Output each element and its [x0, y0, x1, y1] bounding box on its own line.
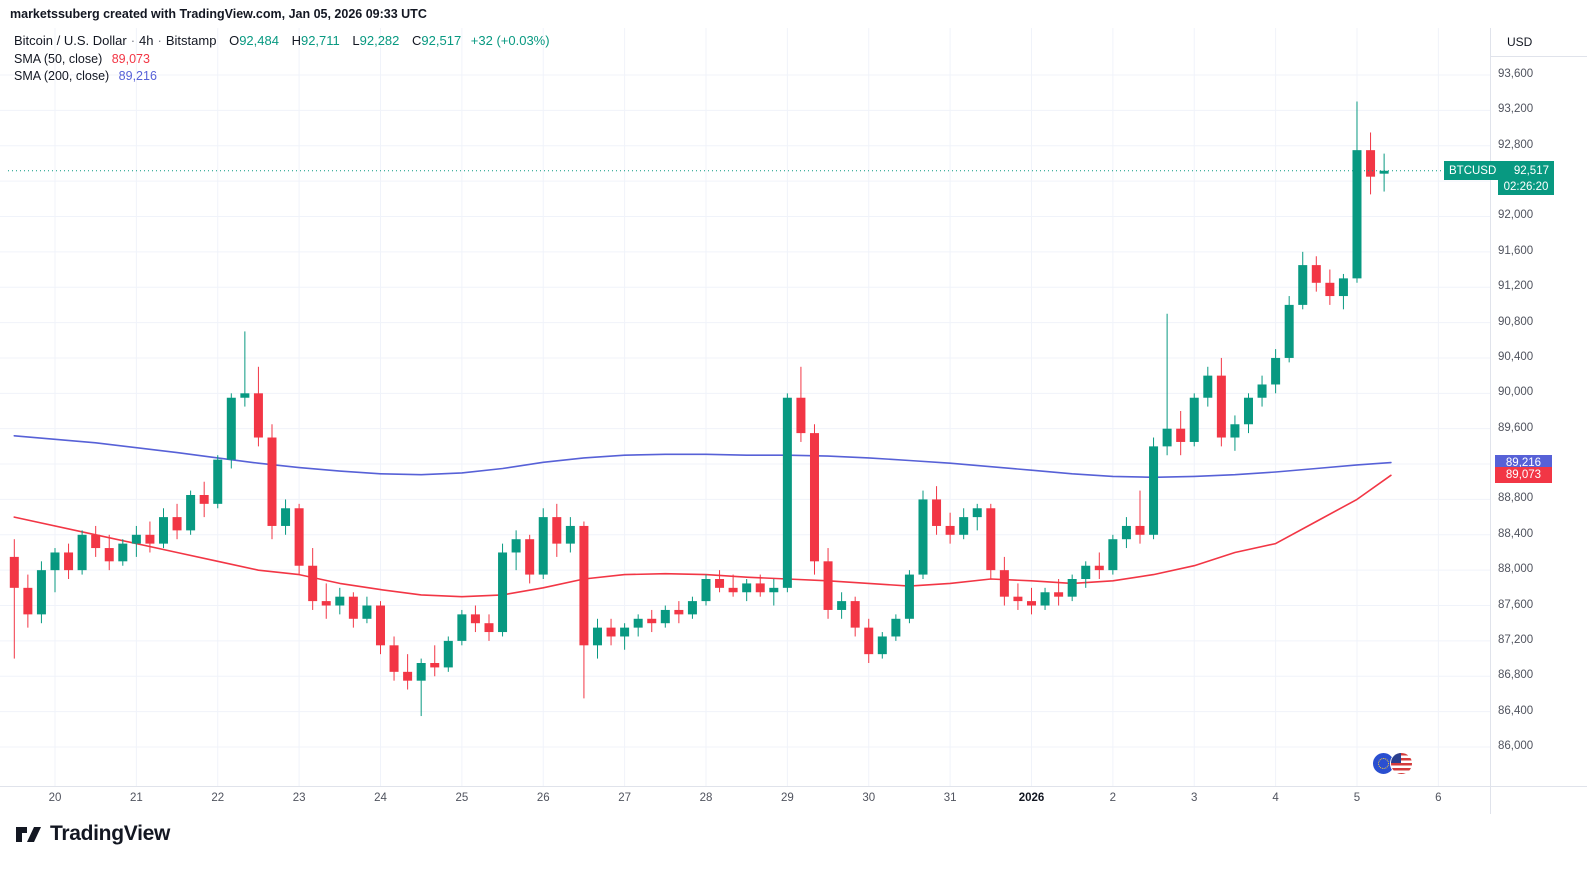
- price-axis-label: 90,000: [1498, 386, 1534, 399]
- sma200-price-badge: 89,216: [1495, 454, 1552, 471]
- time-axis-label: 24: [374, 792, 387, 804]
- price-axis-label: 93,200: [1498, 103, 1534, 116]
- time-axis-label: 31: [943, 792, 957, 804]
- time-axis-label: 22: [211, 792, 225, 804]
- open-value: 92,484: [239, 33, 279, 48]
- price-axis-label: 91,200: [1498, 280, 1534, 293]
- sma50-legend[interactable]: SMA (50, close) 89,073: [14, 52, 550, 66]
- sma50-label: SMA (50, close): [14, 51, 103, 66]
- currency-label: USD: [1491, 28, 1587, 57]
- sma50-value: 89,073: [111, 51, 150, 66]
- price-axis-label: 88,000: [1498, 563, 1534, 576]
- exchange-label: Bitstamp: [165, 33, 217, 48]
- bar-countdown: 02:26:20: [1498, 180, 1554, 196]
- high-label: H: [291, 33, 301, 48]
- time-axis-label: 5: [1353, 792, 1361, 804]
- price-axis-label: 87,600: [1498, 598, 1534, 611]
- time-axis-label: 26: [536, 792, 550, 804]
- price-axis-label: 87,200: [1498, 633, 1534, 646]
- economic-event-icon[interactable]: [1372, 751, 1418, 777]
- time-axis-label: 21: [129, 792, 143, 804]
- sma200-label: SMA (200, close): [14, 69, 110, 83]
- time-axis-label: 25: [455, 792, 469, 804]
- symbol-title[interactable]: Bitcoin / U.S. Dollar · 4h · Bitstamp: [14, 33, 220, 48]
- price-axis-label: 88,400: [1498, 527, 1534, 540]
- low-label: L: [352, 33, 360, 48]
- separator: ·: [130, 33, 136, 48]
- symbol-name: Bitcoin / U.S. Dollar: [14, 33, 127, 48]
- attribution-text: marketssuberg created with TradingView.c…: [10, 7, 427, 21]
- time-axis-label: 30: [862, 792, 876, 804]
- tradingview-logo-icon: [16, 827, 41, 842]
- time-axis-label: 29: [780, 792, 794, 804]
- price-axis-label: 90,800: [1498, 315, 1534, 328]
- close-value: 92,517: [421, 33, 462, 48]
- time-axis[interactable]: 20 21 22 23 24 25 26 27 28 29 30 31 2026 2 3 4 5 6: [0, 786, 1587, 815]
- time-axis-label: 4: [1272, 792, 1279, 804]
- sma200-value: 89,216: [118, 69, 157, 83]
- sma200-legend[interactable]: SMA (200, close) 89,216: [14, 69, 550, 83]
- eu-flag-icon: [1372, 752, 1395, 775]
- price-axis-label: 86,800: [1498, 669, 1534, 682]
- tradingview-logo[interactable]: TradingView: [14, 820, 170, 848]
- ohlc-values: O92,484 H92,711 L92,282 C92,517 +32 (+0.…: [220, 33, 550, 48]
- close-label: C: [412, 33, 422, 48]
- price-axis-label: 92,800: [1498, 138, 1534, 151]
- time-axis-label: 2026: [1018, 792, 1045, 804]
- low-value: 92,282: [359, 33, 400, 48]
- badge-price: 92,517: [1513, 164, 1549, 177]
- time-axis-label: 3: [1191, 792, 1198, 804]
- separator: ·: [157, 33, 162, 48]
- price-axis-label: 91,600: [1498, 244, 1534, 257]
- time-axis-label: 20: [48, 792, 62, 804]
- price-axis-label: 88,800: [1498, 492, 1534, 505]
- price-axis[interactable]: USD 93,600 93,200 92,800 92,000 91,600 91,200…: [1444, 28, 1587, 814]
- price-axis-label: 92,000: [1498, 209, 1534, 222]
- sma50-price-badge: 89,073: [1495, 467, 1552, 484]
- price-axis-label: 89,600: [1498, 421, 1534, 434]
- price-axis-label: 86,400: [1498, 704, 1534, 717]
- last-price-badge: BTCUSD 92,517 02:26:20: [1444, 161, 1554, 196]
- open-label: O: [229, 33, 240, 48]
- price-axis-label: 90,400: [1498, 350, 1534, 363]
- badge-symbol: BTCUSD: [1449, 164, 1497, 177]
- time-axis-label: 28: [699, 792, 713, 804]
- time-axis-label: 6: [1435, 792, 1442, 804]
- interval-label: 4h: [139, 33, 154, 48]
- tradingview-logo-text: TradingView: [50, 822, 171, 845]
- price-axis-label: 93,600: [1498, 68, 1534, 80]
- time-axis-label: 2: [1109, 792, 1117, 804]
- us-flag-icon: [1390, 752, 1413, 775]
- high-value: 92,711: [300, 33, 340, 48]
- price-axis-label: 86,000: [1498, 740, 1534, 752]
- chart-legend: Bitcoin / U.S. Dollar · 4h · Bitstamp O92,48…: [14, 33, 550, 83]
- change-value: +32 (+0.03%): [470, 33, 550, 48]
- time-axis-label: 23: [292, 792, 306, 804]
- time-axis-label: 27: [618, 792, 632, 804]
